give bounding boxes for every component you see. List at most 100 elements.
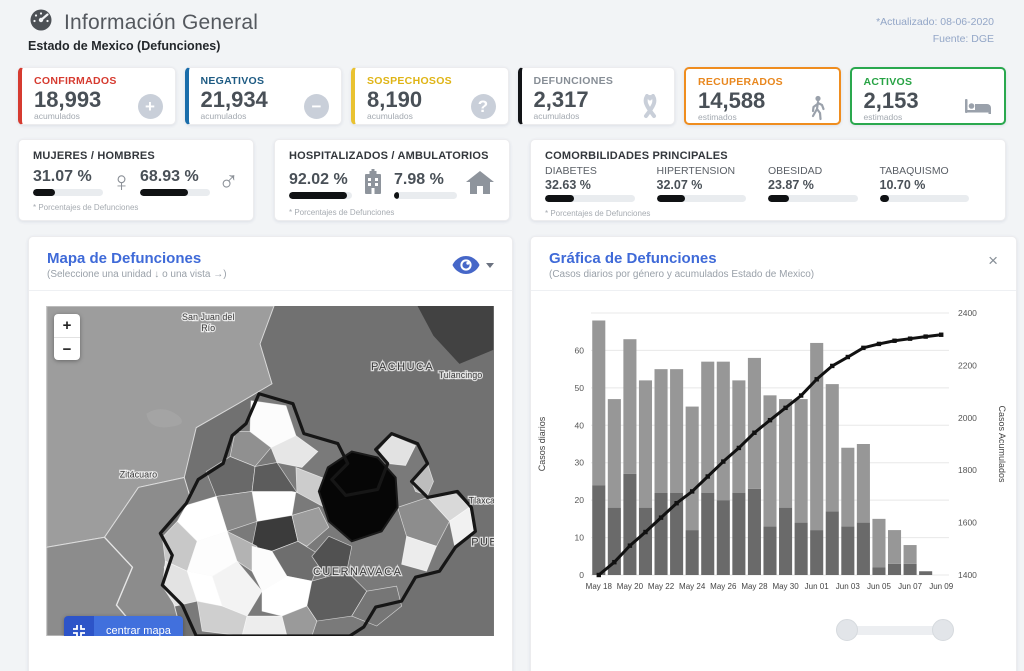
hospitalization-card-title: HOSPITALIZADOS / AMBULATORIOS (289, 150, 489, 162)
svg-text:Zitácuaro: Zitácuaro (120, 469, 157, 479)
svg-text:Jun 09: Jun 09 (929, 582, 954, 591)
hospitalized-progress-bar (289, 191, 352, 199)
stat-cards-row: CONFIRMADOS 18,993 acumulados + NEGATIVO… (18, 67, 1006, 125)
card-label: DEFUNCIONES (533, 75, 614, 87)
svg-text:May 26: May 26 (710, 582, 737, 591)
card-label: ACTIVOS (863, 76, 913, 88)
svg-text:Río: Río (201, 323, 215, 333)
card-confirmados[interactable]: CONFIRMADOS 18,993 acumulados + (18, 67, 176, 125)
svg-text:Jun 07: Jun 07 (898, 582, 923, 591)
female-icon: ♀ (111, 166, 132, 197)
male-percentage: 68.93 % (140, 168, 199, 185)
close-icon[interactable]: × (988, 251, 998, 270)
comorbidity-obesidad: OBESIDAD 23.87 % (768, 165, 880, 202)
ambulatory-percentage: 7.98 % (394, 170, 444, 188)
svg-text:0: 0 (579, 570, 584, 580)
card-label: SOSPECHOSOS (367, 75, 452, 87)
question-circle-icon: ? (470, 94, 496, 119)
map-canvas[interactable]: TOLUCASan Juan delRíoPACHUCATulancingoZi… (46, 306, 494, 636)
comorbidity-hipertension: HIPERTENSION 32.07 % (656, 165, 769, 202)
zoom-out-button[interactable]: − (54, 337, 80, 360)
card-defunciones[interactable]: DEFUNCIONES 2,317 acumulados (517, 67, 675, 125)
comorbidity-tabaquismo: TABAQUISMO 10.70 % (879, 165, 992, 202)
svg-text:10: 10 (575, 533, 585, 543)
comorbidity-label: OBESIDAD (768, 165, 823, 177)
comorbidity-percentage: 32.07 % (656, 178, 703, 192)
svg-text:May 28: May 28 (741, 582, 768, 591)
svg-text:San Juan del: San Juan del (182, 312, 234, 322)
chart-panel: Gráfica de Defunciones (Casos diarios po… (530, 236, 1017, 671)
chevron-down-icon (486, 262, 494, 268)
page-subtitle: Estado de Mexico (Defunciones) (28, 39, 221, 53)
card-negativos[interactable]: NEGATIVOS 21,934 acumulados − (184, 67, 342, 125)
comorbidity-percentage: 23.87 % (768, 178, 814, 192)
svg-text:Tulancingo: Tulancingo (439, 370, 483, 380)
svg-text:PUEBLA: PUEBLA (471, 536, 494, 548)
house-icon (465, 169, 495, 200)
card-sospechosos[interactable]: SOSPECHOSOS 8,190 acumulados ? (351, 67, 509, 125)
range-slider-handle-left[interactable] (836, 619, 858, 641)
choropleth-map[interactable]: TOLUCASan Juan delRíoPACHUCATulancingoZi… (46, 306, 494, 636)
svg-text:2400: 2400 (958, 308, 977, 318)
comorbidity-percentage: 10.70 % (879, 178, 926, 192)
card-recuperados[interactable]: RECUPERADOS 14,588 estimados (684, 67, 841, 125)
center-map-button[interactable]: centrar mapa (64, 616, 183, 636)
updated-label: *Actualizado: 08-06-2020 (876, 16, 994, 28)
chart-range-slider[interactable] (836, 618, 954, 642)
hospitalized-percentage: 92.02 % (289, 170, 348, 188)
svg-text:60: 60 (575, 345, 585, 355)
card-label: RECUPERADOS (698, 76, 783, 88)
range-slider-handle-right[interactable] (932, 619, 954, 641)
svg-text:2000: 2000 (958, 413, 977, 423)
svg-text:PACHUCA: PACHUCA (371, 361, 434, 373)
comorbidity-progress-bar (545, 195, 635, 202)
card-activos[interactable]: ACTIVOS 2,153 estimados (849, 67, 1006, 125)
card-subtext: estimados (863, 112, 903, 123)
card-subtext: acumulados (367, 111, 413, 122)
card-value: 14,588 (698, 88, 766, 113)
hospitalization-card: HOSPITALIZADOS / AMBULATORIOS 92.02 % 7.… (274, 139, 510, 221)
svg-text:May 30: May 30 (772, 582, 799, 591)
bed-icon (964, 95, 992, 122)
zoom-in-button[interactable]: + (62, 317, 72, 334)
card-value: 18,993 (34, 87, 102, 112)
page-header: Información General Estado de Mexico (De… (0, 0, 1024, 53)
svg-text:May 24: May 24 (679, 582, 706, 591)
svg-text:Tlaxcala: Tlaxcala (469, 495, 494, 505)
card-label: NEGATIVOS (200, 75, 265, 87)
comorbidity-percentage: 32.63 % (545, 178, 591, 192)
comorbidities-card-title: COMORBILIDADES PRINCIPALES (545, 150, 728, 162)
svg-text:Jun 03: Jun 03 (836, 582, 861, 591)
comorbidity-diabetes: DIABETES 32.63 % (545, 165, 657, 202)
comorbidity-label: TABAQUISMO (879, 165, 949, 177)
ambulatory-progress-bar (394, 191, 457, 199)
svg-text:CUERNAVACA: CUERNAVACA (313, 566, 402, 578)
map-panel-title: Mapa de Defunciones (47, 250, 202, 267)
map-panel-subtitle: (Seleccione una unidad ↓ o una vista →) (47, 269, 227, 280)
gender-card: MUJERES / HOMBRES 31.07 % ♀ 68.93 % ♂ * … (18, 139, 254, 221)
svg-text:May 20: May 20 (617, 582, 644, 591)
minus-circle-icon: − (304, 94, 329, 119)
svg-text:2200: 2200 (958, 360, 977, 370)
svg-text:1600: 1600 (958, 518, 977, 528)
card-value: 2,153 (863, 88, 919, 113)
dashboard-gauge-icon (28, 8, 54, 37)
svg-text:Casos diarios: Casos diarios (537, 416, 547, 471)
summary-cards-row: MUJERES / HOMBRES 31.07 % ♀ 68.93 % ♂ * … (18, 139, 1006, 221)
map-view-dropdown[interactable] (451, 250, 494, 276)
svg-text:Casos Acumulados: Casos Acumulados (997, 405, 1007, 483)
map-panel: Mapa de Defunciones (Seleccione una unid… (28, 236, 513, 671)
svg-text:1800: 1800 (958, 465, 977, 475)
comorbidity-label: DIABETES (545, 165, 597, 177)
card-subtext: acumulados (200, 111, 247, 122)
range-slider-bar[interactable] (846, 626, 944, 635)
svg-text:Jun 01: Jun 01 (805, 582, 830, 591)
male-icon: ♂ (218, 166, 239, 197)
comorbidity-progress-bar (879, 195, 969, 202)
plus-circle-icon: + (137, 94, 163, 119)
map-zoom-control: + − (54, 314, 80, 360)
comorbidity-progress-bar (656, 195, 746, 202)
comorbidities-footnote: * Porcentajes de Defunciones (545, 209, 651, 218)
svg-text:May 18: May 18 (586, 582, 613, 591)
hospital-icon (360, 168, 386, 201)
